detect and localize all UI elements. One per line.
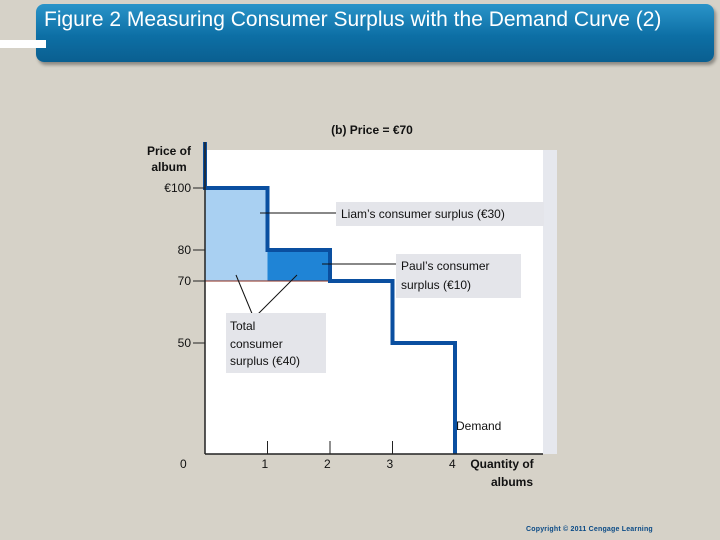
plot-shadow-strip: [543, 150, 557, 454]
y-tick-label: €100: [164, 181, 191, 195]
y-axis-label-line2: album: [151, 160, 186, 174]
paul-surplus-label-line1: Paul’s consumer: [401, 259, 490, 273]
copyright-text: Copyright © 2011 Cengage Learning: [526, 526, 653, 533]
x-tick-label: 0: [180, 457, 187, 471]
paul-surplus-area: [267, 250, 330, 281]
surplus-layer: [205, 188, 330, 281]
x-tick-label: 4: [449, 457, 456, 471]
chart-title: (b) Price = €70: [331, 123, 413, 137]
x-tick-label: 1: [262, 457, 269, 471]
total-leader-line-right: [255, 274, 298, 317]
title-bar: [36, 4, 714, 62]
x-axis-label-line1: Quantity of: [470, 457, 534, 471]
total-surplus-label-line2: consumer: [230, 337, 283, 351]
demand-curve: [203, 142, 457, 454]
paul-label-box: [396, 254, 521, 298]
y-axis-label-line1: Price of: [147, 144, 192, 158]
title-accent: [0, 40, 46, 48]
demand-label: Demand: [456, 419, 501, 433]
x-tick-label: 3: [387, 457, 394, 471]
slide-title: Figure 2 Measuring Consumer Surplus with…: [44, 8, 662, 31]
total-label-box: [226, 313, 326, 373]
total-surplus-label-line3: surplus (€40): [230, 354, 300, 368]
paul-surplus-label-line2: surplus (€10): [401, 278, 471, 292]
total-surplus-label-line1: Total: [230, 319, 255, 333]
liam-label-box: [336, 202, 544, 226]
y-tick-label: 80: [178, 243, 192, 257]
liam-surplus-label: Liam’s consumer surplus (€30): [341, 207, 505, 221]
x-axis-label-line2: albums: [491, 475, 533, 489]
tick-layer: €100 80 70 50 0 1 2 3 4: [164, 181, 456, 471]
y-tick-label: 50: [178, 336, 192, 350]
liam-surplus-area: [205, 188, 268, 281]
total-leader-line-left: [235, 274, 254, 317]
y-tick-label: 70: [178, 274, 192, 288]
x-tick-label: 2: [324, 457, 331, 471]
